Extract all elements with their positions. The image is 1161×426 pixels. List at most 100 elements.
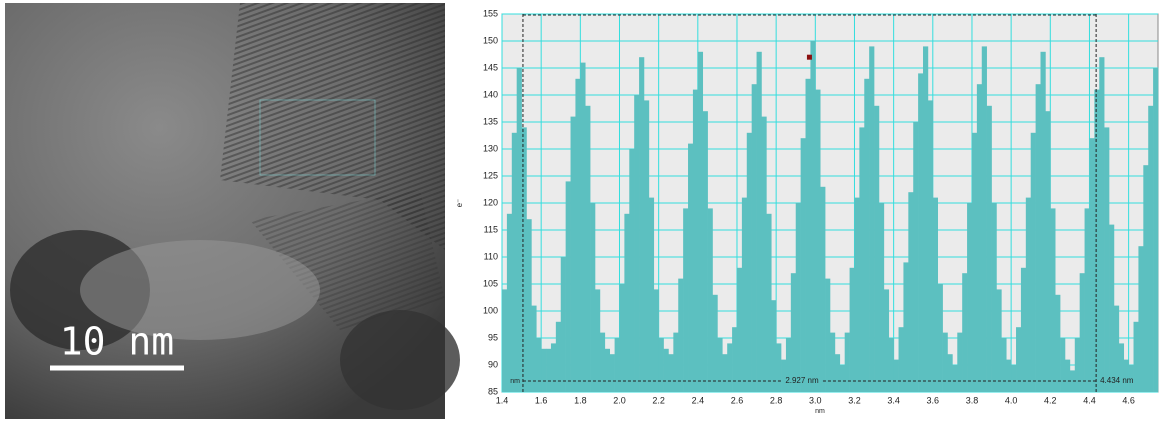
bar [1153,68,1158,392]
y-tick-label: 125 [483,170,498,180]
bar [561,257,566,392]
bar [757,52,762,392]
bar [1060,338,1065,392]
bar [673,333,678,392]
x-tick-label: 2.8 [770,395,783,405]
bar [526,219,531,392]
bar [913,122,918,392]
bar [517,68,522,392]
x-tick-label: 1.8 [574,395,587,405]
bar [796,203,801,392]
bar [938,284,943,392]
bar [571,117,576,392]
measure-span-label: 2.927 nm [785,376,819,385]
bar [967,203,972,392]
bar [717,338,722,392]
y-tick-label: 100 [483,305,498,315]
bar [850,268,855,392]
bar [952,365,957,392]
bar [580,63,585,392]
bar [1016,327,1021,392]
bar [1089,138,1094,392]
bar [566,181,571,392]
bar [947,354,952,392]
bar [879,203,884,392]
bar [536,338,541,392]
bar [752,84,757,392]
bar [1045,111,1050,392]
bar [668,354,673,392]
y-tick-label: 140 [483,89,498,99]
bar [1094,90,1099,392]
bar [654,289,659,392]
bar [541,349,546,392]
bar [649,198,654,392]
x-tick-label: 2.2 [652,395,665,405]
y-tick-label: 120 [483,197,498,207]
page: 10 nm 8590951001051101151201251301351401… [0,0,1161,421]
x-tick-label: 2.6 [731,395,744,405]
bar [605,349,610,392]
bar [1065,360,1070,392]
bar [982,46,987,392]
bar [992,203,997,392]
bar [502,289,507,392]
scale-label: 10 nm [60,320,174,364]
x-axis-label: nm [815,408,825,415]
bar [1001,338,1006,392]
bar [835,354,840,392]
bar [722,354,727,392]
y-tick-label: 90 [488,359,498,369]
x-tick-label: 3.0 [809,395,822,405]
bar [1109,225,1114,392]
x-tick-label: 1.4 [496,395,509,405]
bar [977,84,982,392]
bar [810,41,815,392]
bar [815,90,820,392]
y-tick-label: 105 [483,278,498,288]
tem-image: 10 nm [5,3,460,419]
bar [737,268,742,392]
bar [845,333,850,392]
bar [943,333,948,392]
bar [830,333,835,392]
bar [693,90,698,392]
bar [644,100,649,392]
bar [1036,84,1041,392]
x-tick-label: 4.6 [1122,395,1135,405]
measure-start-label: nm [510,378,520,385]
y-tick-label: 145 [483,62,498,72]
y-tick-label: 135 [483,116,498,126]
bar [610,354,615,392]
bar [1041,52,1046,392]
bar [639,57,644,392]
bar [840,365,845,392]
bar [1006,360,1011,392]
bar [512,133,517,392]
bar [771,300,776,392]
bar [869,46,874,392]
bar [884,289,889,392]
bar [854,198,859,392]
bar [659,338,664,392]
bar [1104,127,1109,392]
cursor-marker [807,55,812,60]
y-tick-label: 95 [488,332,498,342]
bar [889,338,894,392]
bar [575,79,580,392]
bar [1026,198,1031,392]
bar [698,52,703,392]
bar [996,289,1001,392]
bar [727,343,732,392]
bar [688,144,693,392]
bar [600,333,605,392]
bar [713,295,718,392]
bar [928,100,933,392]
bar [678,279,683,392]
bar [908,192,913,392]
bar [664,349,669,392]
x-tick-label: 3.2 [848,395,861,405]
x-tick-label: 2.4 [692,395,705,405]
bar [629,149,634,392]
bar [1138,246,1143,392]
